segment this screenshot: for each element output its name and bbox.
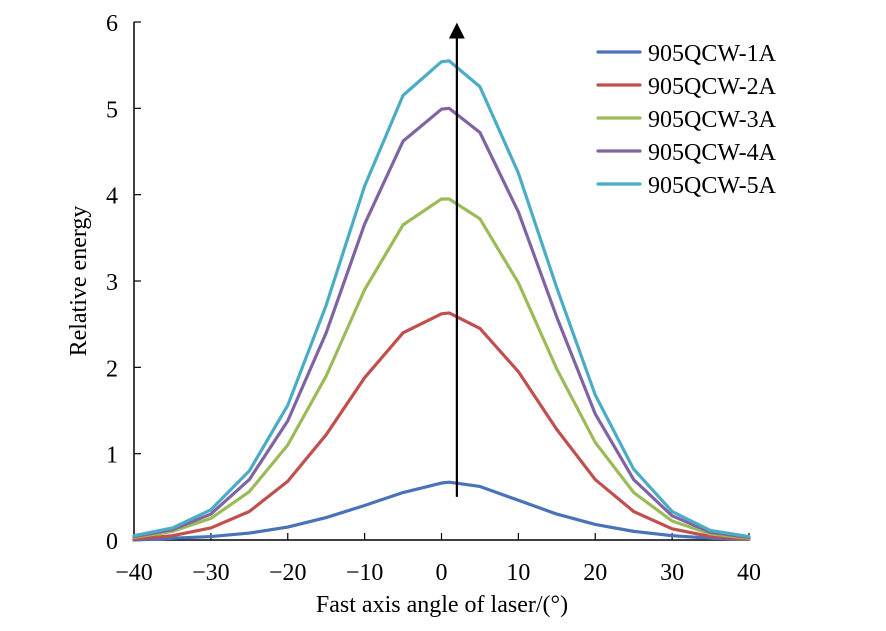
y-tick-label: 5 <box>106 97 118 123</box>
series-line-3 <box>134 199 749 538</box>
legend-label: 905QCW-3A <box>648 107 777 133</box>
legend-label: 905QCW-5A <box>648 173 777 199</box>
legend-label: 905QCW-2A <box>648 74 777 100</box>
y-tick-label: 6 <box>106 11 118 37</box>
legend-label: 905QCW-1A <box>648 41 777 67</box>
y-tick-label: 2 <box>106 356 118 382</box>
x-tick-label: 30 <box>660 560 684 586</box>
y-tick-label: 1 <box>106 443 118 469</box>
y-axis-title: Relative energy <box>66 206 92 357</box>
x-tick-label: 0 <box>436 560 448 586</box>
y-tick-label: 3 <box>106 270 118 296</box>
legend: 905QCW-1A 905QCW-2A 905QCW-3A 905QCW-4A 905Q… <box>598 41 777 199</box>
series-line-2 <box>134 313 749 539</box>
y-tick-label: 0 <box>106 529 118 555</box>
x-tick-label: −10 <box>346 560 384 586</box>
y-tick-label: 4 <box>106 184 118 210</box>
x-tick-label: 20 <box>583 560 607 586</box>
legend-label: 905QCW-4A <box>648 140 777 166</box>
x-tick-label: 10 <box>506 560 530 586</box>
x-axis-title: Fast axis angle of laser/(°) <box>316 592 568 618</box>
x-tick-label: −20 <box>269 560 307 586</box>
x-tick-label: −30 <box>192 560 230 586</box>
x-tick-label: 40 <box>737 560 761 586</box>
x-tick-label: −40 <box>115 560 153 586</box>
